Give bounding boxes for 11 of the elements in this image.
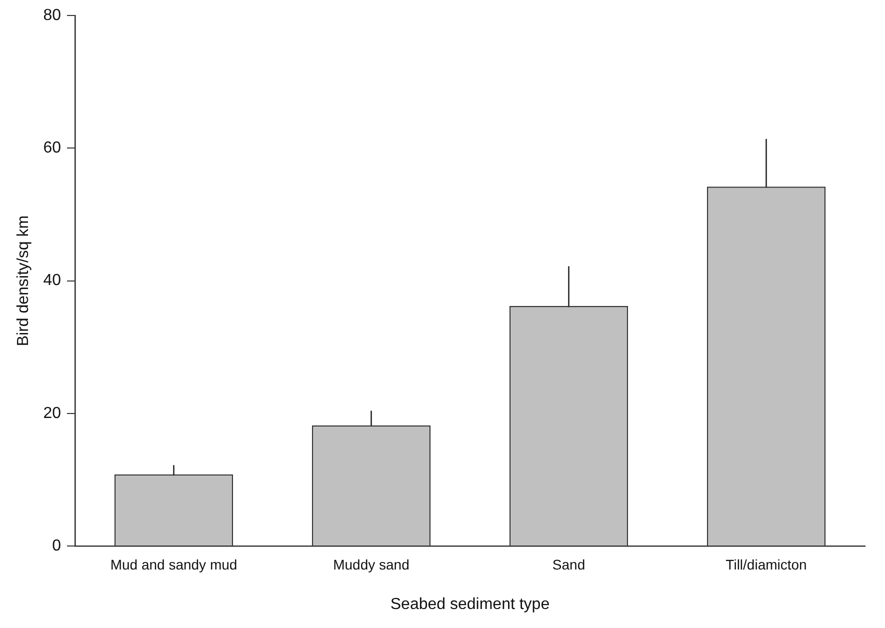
y-tick-label: 60 [43,140,62,157]
x-tick-label: Mud and sandy mud [110,556,238,572]
x-axis-title: Seabed sediment type [390,596,550,613]
y-axis-title: Bird density/sq km [15,215,32,346]
x-tick-label: Sand [552,556,586,572]
y-tick-label: 40 [43,272,62,290]
y-tick-label: 0 [52,537,62,554]
y-tick-label: 20 [43,404,62,422]
y-tick-label: 80 [43,7,62,24]
x-tick-label: Muddy sand [333,556,410,572]
x-tick-label: Till/diamicton [726,556,807,572]
